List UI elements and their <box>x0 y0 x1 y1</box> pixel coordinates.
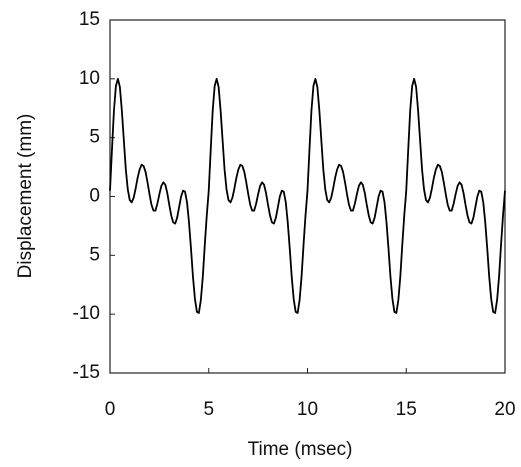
data-line <box>109 77 506 314</box>
y-tick-label: 5 <box>89 244 100 265</box>
x-tick-label: 5 <box>203 399 214 420</box>
y-axis-label: Displacement (mm) <box>15 114 36 279</box>
x-tick-label: 0 <box>105 399 116 420</box>
x-axis-label: Time (msec) <box>248 439 353 460</box>
y-tick-label: 5 <box>89 127 100 148</box>
x-tick-label: 15 <box>396 399 417 420</box>
y-tick-label: -10 <box>73 303 100 324</box>
y-tick-label: 15 <box>79 9 100 30</box>
x-tick-label: 20 <box>494 399 515 420</box>
y-tick-label: 10 <box>79 68 100 89</box>
y-tick-label: 0 <box>89 186 100 207</box>
x-tick-label: 10 <box>297 399 318 420</box>
y-tick-label: -15 <box>73 362 100 383</box>
